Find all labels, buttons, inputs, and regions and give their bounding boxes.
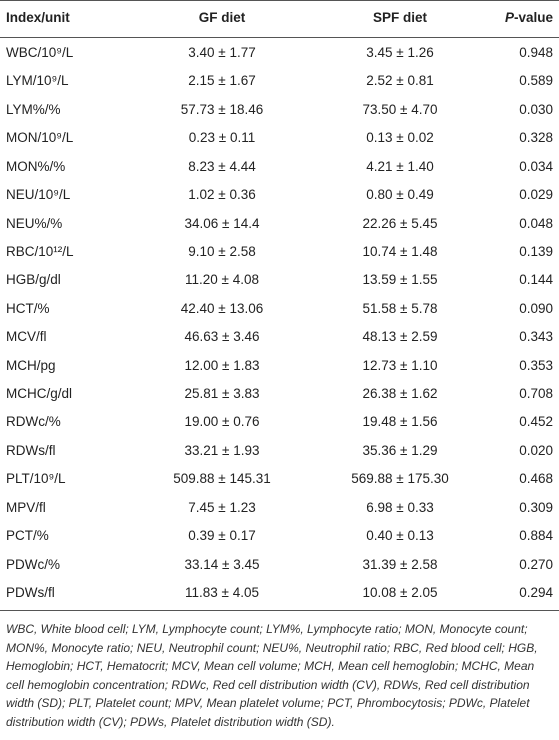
- row-label: PDWs/fl: [6, 584, 55, 600]
- cell-value: 0.589: [519, 73, 553, 89]
- row-label: LYM/10⁹/L: [6, 73, 69, 89]
- row-label: MCV/fl: [6, 329, 47, 345]
- cell-value: 12.73 ± 1.10: [362, 357, 438, 373]
- cell-value: 0.452: [519, 414, 553, 430]
- cell-value: 0.708: [519, 386, 553, 402]
- cell-value: 0.048: [519, 215, 553, 231]
- cell-value: 51.58 ± 5.78: [362, 300, 438, 316]
- header-text: -value: [513, 10, 553, 25]
- header-italic: P: [504, 10, 514, 25]
- row-label: RBC/10¹²/L: [6, 243, 74, 259]
- cell-value: 19.48 ± 1.56: [362, 414, 438, 430]
- cell-value: 2.52 ± 0.81: [366, 73, 434, 89]
- cell-value: 0.030: [519, 101, 553, 117]
- cell-value: 42.40 ± 13.06: [180, 300, 264, 316]
- cell-value: 0.328: [519, 130, 553, 146]
- cell-value: 9.10 ± 2.58: [188, 243, 256, 259]
- row-label: NEU/10⁹/L: [6, 187, 71, 203]
- cell-value: 25.81 ± 3.83: [184, 386, 260, 402]
- row-label: PLT/10⁹/L: [6, 471, 66, 487]
- cell-value: 11.83 ± 4.05: [185, 584, 259, 600]
- cell-value: 57.73 ± 18.46: [180, 101, 264, 117]
- cell-value: 6.98 ± 0.33: [366, 499, 434, 515]
- cell-value: 0.343: [519, 329, 553, 345]
- row-label: MCH/pg: [6, 357, 56, 373]
- row-label: RDWc/%: [6, 414, 61, 430]
- header-rule: [0, 37, 559, 38]
- cell-value: 0.029: [519, 187, 553, 203]
- cell-value: 569.88 ± 175.30: [351, 471, 449, 487]
- cell-value: 0.309: [519, 499, 553, 515]
- row-label: LYM%/%: [6, 101, 61, 117]
- cell-value: 0.353: [519, 357, 553, 373]
- cell-value: 0.884: [519, 528, 553, 544]
- cell-value: 0.090: [519, 300, 553, 316]
- row-label: MON/10⁹/L: [6, 130, 74, 146]
- header-cell: Index/unit: [6, 10, 70, 25]
- cell-value: 26.38 ± 1.62: [362, 386, 438, 402]
- cell-value: 3.45 ± 1.26: [366, 45, 434, 60]
- cell-value: 0.80 ± 0.49: [366, 187, 434, 203]
- top-rule: [0, 0, 559, 1]
- cell-value: 19.00 ± 0.76: [184, 414, 260, 430]
- cell-value: 0.034: [519, 158, 553, 174]
- cell-value: 0.40 ± 0.13: [366, 528, 434, 544]
- cell-value: 46.63 ± 3.46: [184, 329, 260, 345]
- row-label: MCHC/g/dl: [6, 386, 73, 402]
- cell-value: 2.15 ± 1.67: [188, 73, 256, 89]
- row-label: MON%/%: [6, 158, 66, 174]
- row-label: MPV/fl: [6, 499, 46, 515]
- row-label: NEU%/%: [6, 215, 63, 231]
- cell-value: 13.59 ± 1.55: [362, 272, 438, 288]
- row-label: PCT/%: [6, 528, 49, 544]
- cell-value: 0.23 ± 0.11: [188, 130, 256, 146]
- cell-value: 10.74 ± 1.48: [362, 243, 438, 259]
- cell-value: 4.21 ± 1.40: [366, 158, 434, 174]
- cell-value: 31.39 ± 2.58: [362, 556, 438, 572]
- header-cell: P-value: [505, 9, 553, 27]
- cell-value: 509.88 ± 145.31: [173, 471, 271, 487]
- cell-value: 0.020: [519, 442, 553, 458]
- cell-value: 0.144: [519, 272, 553, 288]
- cell-value: 10.08 ± 2.05: [362, 584, 438, 600]
- header-cell: GF diet: [198, 10, 246, 25]
- row-label: WBC/10⁹/L: [6, 45, 74, 60]
- footnote: WBC, White blood cell; LYM, Lymphocyte c…: [6, 622, 538, 729]
- cell-value: 1.02 ± 0.36: [188, 187, 256, 203]
- cell-value: 0.39 ± 0.17: [188, 528, 256, 544]
- cell-value: 11.20 ± 4.08: [185, 272, 259, 288]
- cell-value: 0.948: [519, 45, 553, 60]
- bottom-rule: [0, 610, 559, 611]
- cell-value: 0.294: [519, 584, 553, 600]
- cell-value: 7.45 ± 1.23: [188, 499, 256, 515]
- cell-value: 73.50 ± 4.70: [362, 101, 438, 117]
- header-cell: SPF diet: [372, 10, 428, 25]
- cell-value: 35.36 ± 1.29: [362, 442, 438, 458]
- cell-value: 3.40 ± 1.77: [188, 45, 256, 60]
- cell-value: 33.21 ± 1.93: [184, 442, 260, 458]
- cell-value: 0.270: [519, 556, 553, 572]
- cell-value: 34.06 ± 14.4: [184, 215, 260, 231]
- cell-value: 0.139: [519, 243, 553, 259]
- cell-value: 33.14 ± 3.45: [184, 556, 260, 572]
- row-label: HCT/%: [6, 300, 50, 316]
- cell-value: 0.13 ± 0.02: [366, 130, 434, 146]
- cell-value: 0.468: [519, 471, 553, 487]
- cell-value: 22.26 ± 5.45: [362, 215, 438, 231]
- cell-value: 8.23 ± 4.44: [188, 158, 256, 174]
- cell-value: 48.13 ± 2.59: [362, 329, 438, 345]
- row-label: RDWs/fl: [6, 442, 56, 458]
- row-label: PDWc/%: [6, 556, 60, 572]
- cell-value: 12.00 ± 1.83: [184, 357, 260, 373]
- row-label: HGB/g/dl: [6, 272, 61, 288]
